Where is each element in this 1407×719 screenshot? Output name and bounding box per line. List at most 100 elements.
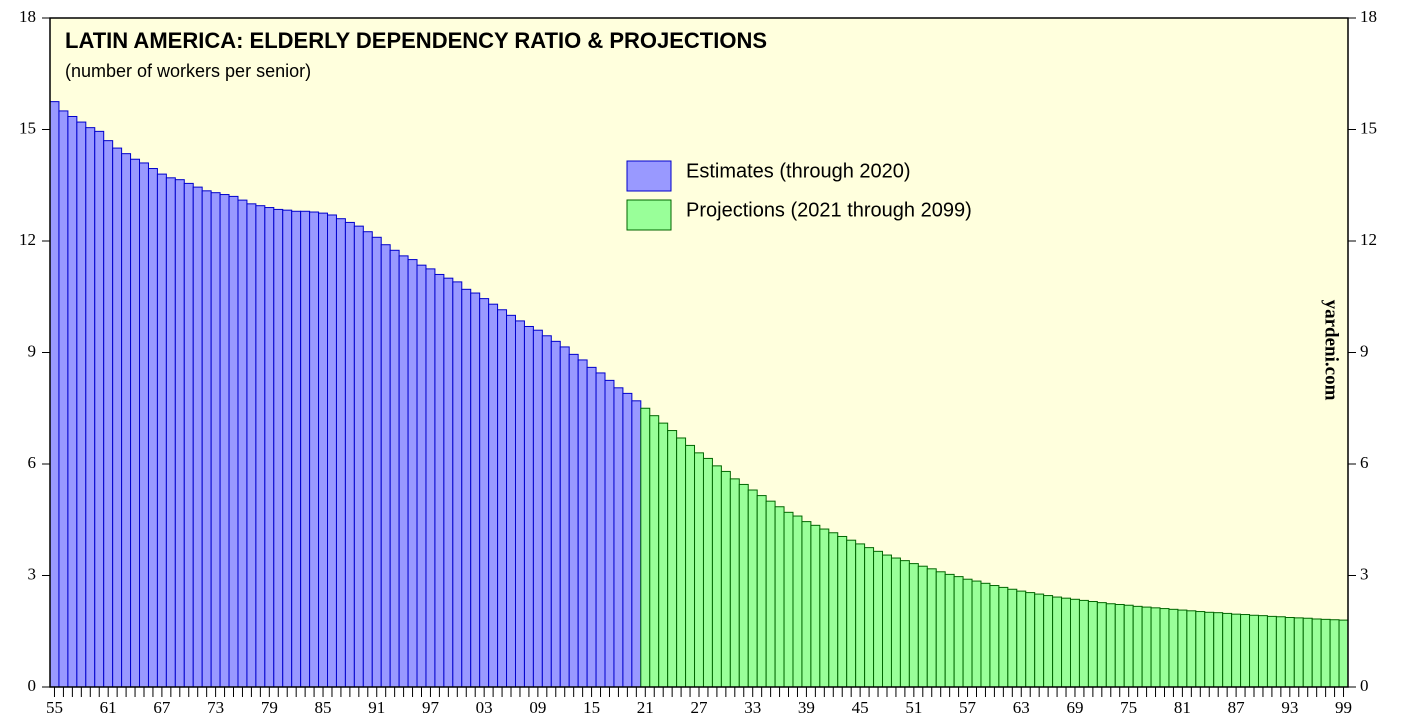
bar bbox=[174, 179, 185, 688]
y2-tick-label: 6 bbox=[1360, 453, 1369, 472]
bar bbox=[327, 214, 337, 688]
bar bbox=[532, 329, 543, 688]
bar bbox=[452, 281, 463, 688]
bar bbox=[890, 557, 901, 688]
bar bbox=[980, 582, 991, 688]
bar bbox=[470, 292, 481, 688]
bar bbox=[908, 563, 919, 688]
bar bbox=[756, 495, 767, 688]
legend-swatch bbox=[626, 160, 672, 192]
x-tick-label: 33 bbox=[744, 698, 761, 717]
bar bbox=[1061, 597, 1071, 688]
bar bbox=[1034, 593, 1045, 688]
bar bbox=[183, 182, 194, 688]
bar bbox=[255, 205, 266, 688]
x-tick-label: 55 bbox=[46, 698, 63, 717]
legend-label: Projections (2021 through 2099) bbox=[686, 199, 972, 221]
x-tick-label: 79 bbox=[261, 698, 278, 717]
bar bbox=[1231, 613, 1242, 688]
bar bbox=[622, 392, 633, 688]
bar bbox=[514, 320, 525, 688]
bar bbox=[640, 407, 651, 688]
bar bbox=[604, 379, 615, 688]
bar bbox=[309, 211, 320, 688]
bar bbox=[729, 478, 740, 688]
bar bbox=[694, 452, 704, 688]
bar bbox=[1195, 611, 1206, 688]
bar bbox=[219, 194, 230, 688]
bar bbox=[720, 470, 731, 688]
bar bbox=[1222, 612, 1233, 688]
bar bbox=[49, 101, 60, 688]
bar bbox=[953, 576, 964, 688]
y-tick-label: 15 bbox=[19, 118, 36, 137]
bar bbox=[201, 190, 212, 688]
legend-swatch bbox=[626, 199, 672, 231]
bar bbox=[658, 422, 669, 688]
bar bbox=[926, 568, 937, 688]
bar bbox=[318, 212, 329, 688]
y2-tick-label: 15 bbox=[1360, 118, 1377, 137]
bar bbox=[94, 130, 105, 688]
bar bbox=[873, 550, 884, 688]
bar bbox=[335, 218, 346, 688]
bar bbox=[1320, 618, 1331, 688]
bar bbox=[434, 273, 445, 688]
bar bbox=[962, 578, 973, 688]
y2-tick-label: 9 bbox=[1360, 341, 1369, 360]
x-tick-label: 69 bbox=[1066, 698, 1083, 717]
bar bbox=[1329, 619, 1340, 688]
bar bbox=[1177, 609, 1188, 688]
bar bbox=[541, 335, 552, 688]
x-tick-label: 97 bbox=[422, 698, 440, 717]
bar bbox=[1240, 614, 1251, 688]
bar bbox=[192, 186, 203, 688]
bar bbox=[711, 465, 722, 688]
bar bbox=[1186, 610, 1197, 688]
x-tick-label: 85 bbox=[315, 698, 332, 717]
bar bbox=[586, 366, 597, 688]
x-tick-label: 63 bbox=[1013, 698, 1030, 717]
bar bbox=[1204, 611, 1215, 688]
bar bbox=[828, 532, 839, 688]
bar bbox=[1043, 595, 1054, 688]
bar bbox=[1105, 603, 1116, 688]
bar bbox=[353, 225, 364, 688]
bar bbox=[121, 153, 132, 688]
bar bbox=[1257, 615, 1268, 688]
bar bbox=[416, 264, 427, 688]
x-tick-label: 91 bbox=[368, 698, 385, 717]
y-tick-label: 12 bbox=[19, 230, 36, 249]
bar bbox=[649, 415, 660, 688]
bar bbox=[864, 547, 875, 688]
bar bbox=[917, 565, 928, 688]
bar bbox=[147, 168, 158, 688]
bar bbox=[300, 210, 311, 688]
x-tick-label: 81 bbox=[1174, 698, 1191, 717]
y2-tick-label: 0 bbox=[1360, 676, 1369, 695]
chart-subtitle: (number of workers per senior) bbox=[65, 61, 311, 81]
bar bbox=[488, 303, 499, 688]
bar bbox=[67, 115, 78, 688]
x-tick-label: 27 bbox=[691, 698, 709, 717]
bar bbox=[1302, 617, 1313, 688]
bar bbox=[685, 444, 696, 688]
x-tick-label: 87 bbox=[1228, 698, 1246, 717]
bar bbox=[1293, 617, 1304, 688]
bar bbox=[998, 586, 1009, 688]
bar bbox=[1284, 616, 1295, 688]
bar bbox=[1141, 606, 1152, 688]
chart-title: LATIN AMERICA: ELDERLY DEPENDENCY RATIO … bbox=[65, 28, 767, 53]
bar bbox=[58, 110, 69, 688]
bar bbox=[935, 571, 946, 688]
x-tick-label: 09 bbox=[529, 698, 546, 717]
bar bbox=[568, 353, 579, 688]
bar bbox=[899, 560, 910, 688]
bar bbox=[291, 210, 302, 688]
bar bbox=[246, 203, 257, 688]
bar bbox=[1087, 601, 1098, 688]
bar bbox=[362, 231, 373, 688]
bar bbox=[103, 140, 114, 688]
bar bbox=[738, 483, 749, 688]
